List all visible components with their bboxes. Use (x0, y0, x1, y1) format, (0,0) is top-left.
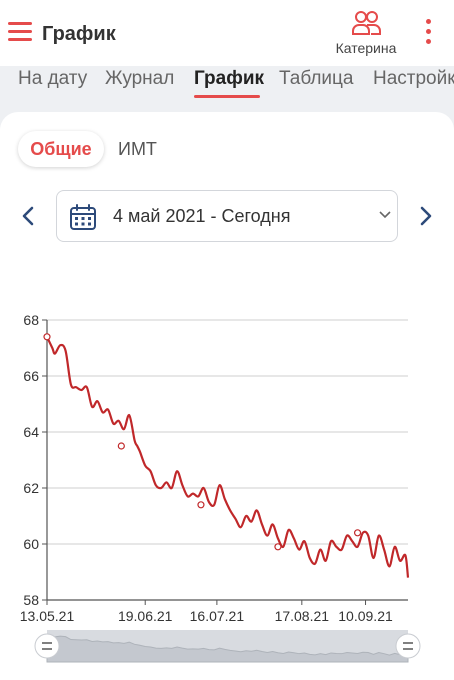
tab-bar: На дату Журнал График Таблица Настройки (0, 66, 454, 106)
y-tick-label: 66 (23, 368, 39, 384)
segment-general[interactable]: Общие (18, 131, 104, 167)
y-tick-label: 60 (23, 536, 39, 552)
tab-on-date[interactable]: На дату (18, 68, 88, 89)
tab-journal[interactable]: Журнал (105, 68, 175, 89)
kebab-menu-icon[interactable] (422, 19, 434, 49)
y-tick-label: 64 (23, 424, 39, 440)
data-point (197, 501, 205, 509)
calendar-icon (70, 204, 96, 230)
user-profile-button[interactable]: Катерина (326, 10, 406, 56)
data-point (117, 442, 125, 450)
active-tab-indicator (194, 95, 260, 98)
range-handle-end[interactable] (395, 633, 421, 659)
x-tick-label: 16.07.21 (190, 608, 245, 624)
chevron-left-icon[interactable] (20, 205, 36, 227)
users-icon (352, 11, 381, 35)
tab-table[interactable]: Таблица (279, 68, 354, 89)
data-point (43, 333, 51, 341)
date-range-label: 4 май 2021 - Сегодня (113, 206, 291, 226)
segment-bmi[interactable]: ИМТ (118, 139, 157, 159)
page-title: График (42, 23, 116, 45)
x-tick-label: 17.08.21 (275, 608, 330, 624)
x-tick-label: 13.05.21 (20, 608, 75, 624)
tab-settings[interactable]: Настройки (373, 68, 454, 89)
chevron-right-icon[interactable] (418, 205, 434, 227)
data-point (353, 529, 362, 537)
top-app-bar: График Катерина (0, 0, 454, 66)
x-tick-label: 10.09.21 (338, 608, 393, 624)
range-slider-preview (46, 634, 409, 663)
weight-chart: 58 60 62 64 66 68 13.05.21 19.06.21 16.07.21 17.0… (20, 312, 421, 663)
date-range-select[interactable]: 4 май 2021 - Сегодня (56, 190, 398, 242)
y-tick-label: 62 (23, 480, 39, 496)
y-tick-label: 58 (23, 592, 39, 608)
hamburger-menu-icon[interactable] (8, 22, 32, 44)
tab-chart[interactable]: График (194, 68, 265, 89)
series-line (46, 336, 410, 578)
data-point (274, 543, 282, 551)
user-name: Катерина (335, 40, 397, 56)
range-handle-start[interactable] (34, 633, 60, 659)
chevron-down-icon (379, 211, 391, 219)
y-tick-label: 68 (23, 312, 39, 328)
x-tick-label: 19.06.21 (118, 608, 173, 624)
